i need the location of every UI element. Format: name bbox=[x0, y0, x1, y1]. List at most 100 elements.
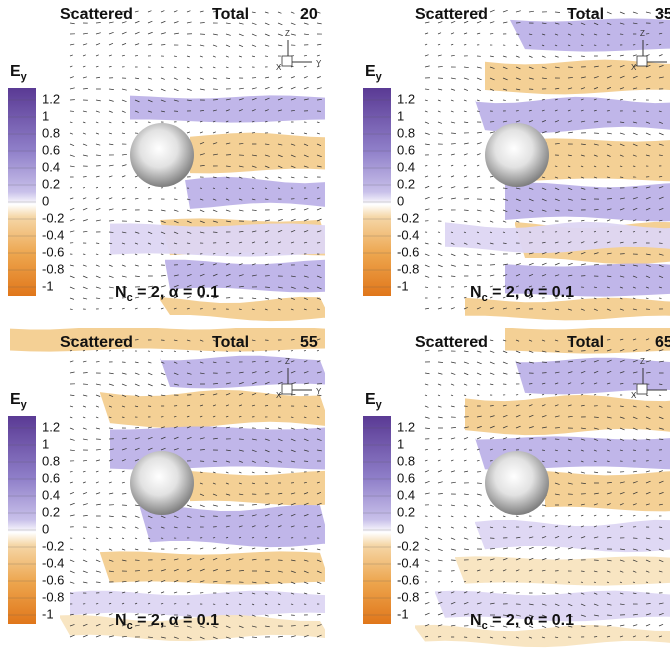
field-vector bbox=[658, 132, 664, 136]
field-vector bbox=[645, 76, 651, 79]
field-vector bbox=[108, 21, 114, 24]
field-vector bbox=[277, 570, 283, 573]
colorbar-tick-label: -0.2 bbox=[42, 538, 64, 553]
field-vector bbox=[186, 437, 192, 440]
field-vector bbox=[108, 602, 112, 605]
field-vector bbox=[121, 132, 126, 135]
field-vector bbox=[290, 208, 296, 211]
field-vector bbox=[554, 546, 560, 550]
field-vector bbox=[476, 614, 482, 616]
field-vector bbox=[424, 132, 430, 135]
field-vector bbox=[199, 568, 205, 572]
colorbar-tick-label: 0.4 bbox=[397, 487, 415, 502]
field-vector bbox=[225, 603, 229, 605]
field-vector bbox=[658, 559, 664, 563]
colorbar-tick-label: -0.6 bbox=[397, 572, 419, 587]
field-vector bbox=[541, 130, 547, 134]
field-vector bbox=[567, 471, 572, 474]
colorbar-tick-label: 0.4 bbox=[42, 487, 60, 502]
field-vector bbox=[528, 426, 534, 429]
field-vector bbox=[567, 274, 573, 277]
field-vector bbox=[593, 76, 599, 79]
field-vector bbox=[632, 371, 638, 374]
field-vector bbox=[606, 382, 611, 385]
field-vector bbox=[238, 22, 244, 25]
field-vector bbox=[554, 404, 559, 407]
field-vector bbox=[108, 264, 113, 267]
field-vector bbox=[463, 175, 468, 178]
field-vector bbox=[108, 275, 114, 278]
field-vector bbox=[476, 580, 480, 583]
field-vector bbox=[632, 54, 637, 57]
field-vector bbox=[108, 110, 113, 113]
field-vector bbox=[134, 88, 140, 91]
field-vector bbox=[212, 504, 218, 507]
field-vector bbox=[515, 252, 521, 255]
field-vector bbox=[632, 338, 637, 341]
colorbar-label-main: E bbox=[10, 63, 21, 80]
field-vector bbox=[134, 580, 140, 583]
field-vector bbox=[186, 568, 192, 572]
field-vector bbox=[567, 614, 573, 618]
field-vector bbox=[264, 121, 268, 123]
field-vector bbox=[264, 427, 269, 429]
field-band bbox=[465, 297, 670, 321]
field-vector bbox=[290, 109, 296, 112]
field-vector bbox=[290, 11, 295, 14]
field-vector bbox=[160, 32, 166, 35]
field-vector bbox=[303, 218, 309, 222]
field-vector bbox=[82, 548, 87, 551]
field-vector bbox=[264, 471, 268, 474]
axis-label-z: Z bbox=[640, 357, 645, 366]
field-vector bbox=[554, 371, 560, 374]
field-band bbox=[110, 223, 325, 257]
field-vector bbox=[251, 132, 256, 134]
field-vector bbox=[606, 592, 611, 595]
field-vector bbox=[580, 308, 585, 311]
field-vector bbox=[554, 382, 559, 385]
field-vector bbox=[147, 602, 151, 605]
field-vector bbox=[316, 65, 320, 68]
field-vector bbox=[134, 253, 138, 256]
field-vector bbox=[82, 54, 86, 57]
field-vector bbox=[264, 187, 268, 189]
field-vector bbox=[450, 459, 454, 462]
field-vector bbox=[476, 77, 482, 81]
field-vector bbox=[619, 514, 623, 517]
field-vector bbox=[82, 394, 88, 397]
field-vector bbox=[121, 242, 126, 245]
field-vector bbox=[264, 438, 270, 441]
field-vector bbox=[424, 570, 429, 572]
field-vector bbox=[108, 338, 113, 341]
field-vector bbox=[147, 372, 153, 376]
field-vector bbox=[264, 405, 269, 407]
field-vector bbox=[251, 558, 257, 561]
field-vector bbox=[238, 109, 243, 112]
field-vector bbox=[528, 536, 534, 539]
field-vector bbox=[502, 569, 507, 572]
field-vector bbox=[108, 31, 114, 35]
field-vector bbox=[489, 9, 495, 13]
field-vector bbox=[173, 274, 179, 277]
field-vector bbox=[134, 459, 139, 462]
field-vector bbox=[437, 601, 443, 605]
field-vector bbox=[541, 393, 545, 396]
field-vector bbox=[489, 21, 495, 24]
field-vector bbox=[69, 613, 74, 616]
sphere bbox=[485, 451, 549, 515]
axis-label-x: X bbox=[631, 63, 637, 72]
field-vector bbox=[502, 372, 508, 375]
field-vector bbox=[554, 415, 560, 418]
annotation-subscript: c bbox=[127, 292, 133, 304]
field-vector bbox=[515, 557, 521, 561]
field-vector bbox=[316, 87, 322, 90]
field-vector bbox=[147, 515, 153, 519]
field-vector bbox=[541, 350, 547, 353]
field-vector bbox=[95, 208, 101, 211]
annotation-rest: = 2, α = 0.1 bbox=[133, 612, 219, 629]
field-vector bbox=[489, 448, 493, 451]
field-vector bbox=[212, 176, 217, 178]
field-vector bbox=[606, 33, 611, 36]
field-vector bbox=[82, 76, 87, 79]
field-vector bbox=[290, 370, 296, 374]
